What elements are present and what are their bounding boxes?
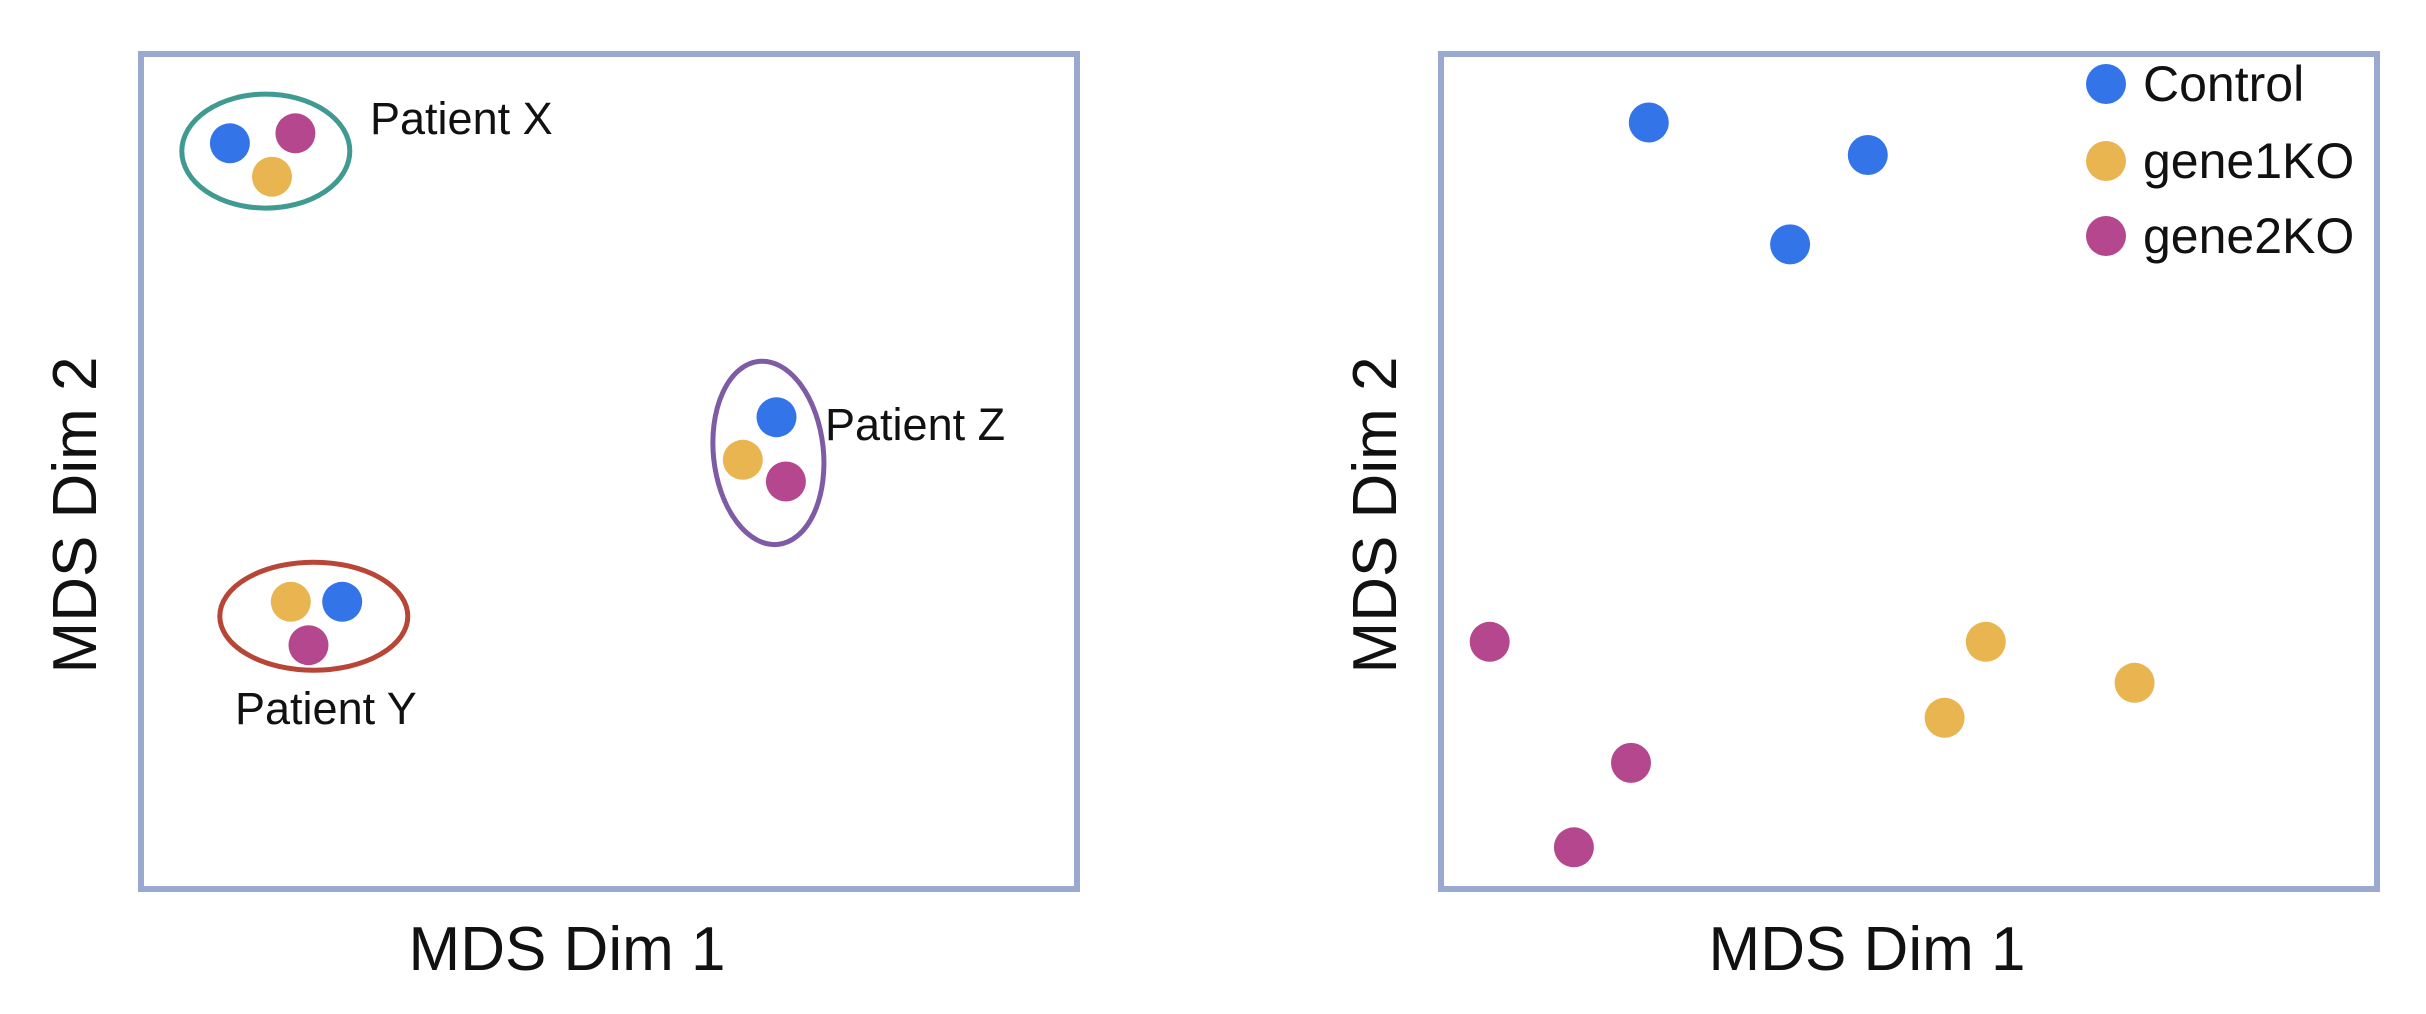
legend-label-gene2ko: gene2KO [2143,208,2354,264]
legend-marker-gene2ko [2086,216,2126,256]
right-points [1469,102,2155,868]
point-gene2ko-3 [765,461,806,502]
left-points [209,113,806,666]
legend-label-gene1ko: gene1KO [2143,133,2354,189]
left-y-axis-label: MDS Dim 2 [41,357,110,674]
point-gene1ko-1 [252,156,292,197]
annotation-patient-y: Patient Y [235,683,417,734]
left-plot-frame [138,51,1080,892]
point-control-3 [1770,224,1811,265]
point-gene1ko-3 [1924,697,1965,738]
ellipse-patient-y [217,559,411,673]
point-control-2 [1847,135,1888,175]
point-gene1ko-1 [1965,621,2006,662]
left-ellipses [179,91,827,673]
point-gene1ko-3 [722,439,763,480]
point-gene1ko-2 [270,581,311,622]
legend-marker-control [2086,64,2126,104]
point-control-3 [756,397,797,438]
right-panel: Control gene1KO gene2KO MDS Dim 1 MDS Di… [1341,51,2380,984]
legend-label-control: Control [2143,56,2304,112]
ellipse-patient-x [179,91,353,211]
left-x-axis-label: MDS Dim 1 [409,915,726,984]
legend: Control gene1KO gene2KO [2086,56,2354,264]
annotation-patient-z: Patient Z [825,399,1005,450]
left-panel: Patient X Patient Y Patient Z MDS Dim 1 … [41,51,1080,984]
point-control-1 [1628,102,1669,143]
point-control-1 [209,123,250,164]
legend-marker-gene1ko [2086,141,2126,181]
point-gene2ko-2 [288,625,329,666]
point-gene2ko-1 [1469,621,1510,662]
right-plot-frame [1438,51,2380,892]
point-gene2ko-1 [275,113,316,154]
point-gene2ko-2 [1611,742,1651,783]
right-x-axis-label: MDS Dim 1 [1709,915,2026,984]
right-y-axis-label: MDS Dim 2 [1341,357,1410,674]
ellipse-patient-z [710,358,827,548]
point-gene1ko-2 [2114,662,2155,703]
left-annotations: Patient X Patient Y Patient Z [235,93,1005,734]
point-control-2 [322,581,363,622]
point-gene2ko-3 [1553,827,1594,868]
annotation-patient-x: Patient X [370,93,553,144]
